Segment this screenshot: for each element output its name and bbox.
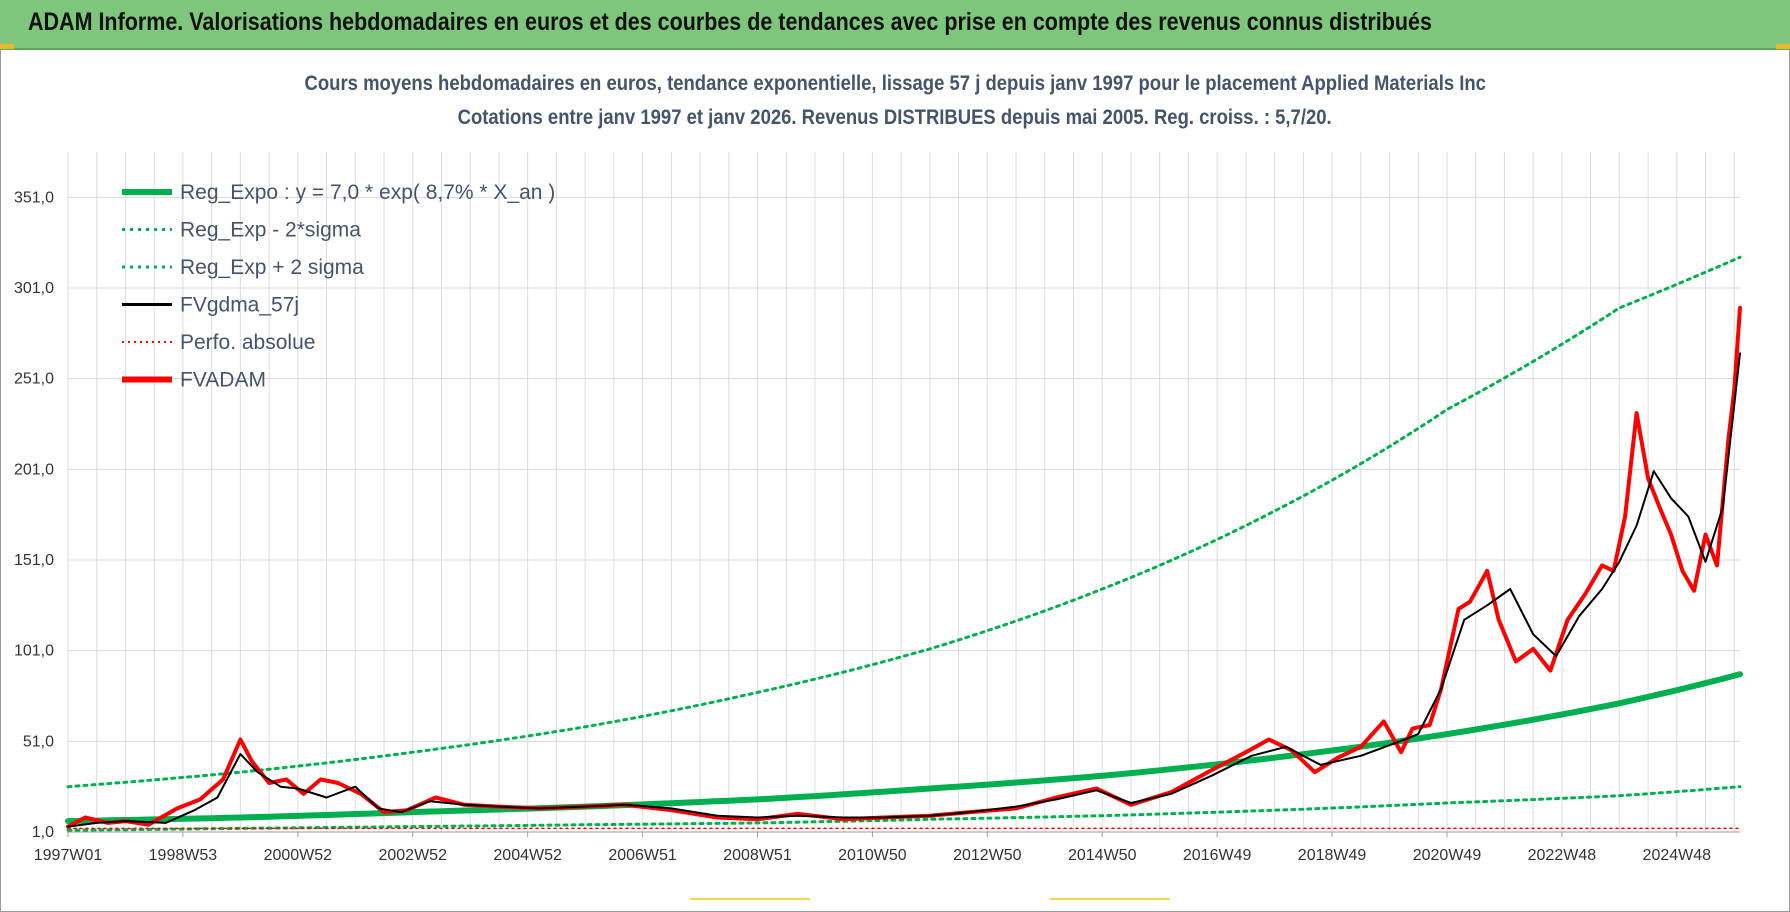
x-tick-label: 2022W48 (1528, 847, 1597, 864)
legend-label-fv: FVgdma_57j (180, 294, 299, 317)
legend-label-perfo: Perfo. absolue (180, 331, 315, 354)
grid-lines (67, 152, 1740, 833)
x-tick-label: 2006W51 (608, 847, 677, 864)
y-tick-label: 351,0 (14, 189, 54, 206)
legend-label-minus: Reg_Exp - 2*sigma (180, 219, 361, 242)
y-tick-label: 101,0 (14, 643, 54, 660)
chart-title-line2: Cotations entre janv 1997 et janv 2026. … (457, 106, 1333, 129)
y-axis-ticks: 1,0 51,0 101,0 151,0 201,0 251,0 301,0 351,0 (14, 189, 54, 841)
x-tick-label: 2012W50 (953, 847, 1022, 864)
bottom-marker (1050, 898, 1170, 900)
x-tick-label: 2008W51 (723, 847, 792, 864)
legend-label-plus: Reg_Exp + 2 sigma (180, 256, 364, 279)
corner-mark-right (1776, 44, 1790, 49)
chart-title-line1: Cours moyens hebdomadaires en euros, ten… (304, 72, 1486, 95)
legend-label-reg: Reg_Expo : y = 7,0 * exp( 8,7% * X_an ) (180, 181, 555, 204)
bottom-marker (690, 898, 810, 900)
x-tick-label: 2004W52 (493, 847, 562, 864)
series-reg-minus-2sigma (66, 785, 1742, 832)
x-tick-label: 2016W49 (1183, 847, 1252, 864)
x-tick-label: 2014W50 (1068, 847, 1137, 864)
corner-mark-left (0, 44, 14, 49)
legend-label-adam: FVADAM (180, 369, 266, 392)
x-tick-label: 2024W48 (1643, 847, 1712, 864)
y-tick-label: 1,0 (32, 824, 54, 841)
y-tick-label: 51,0 (23, 733, 54, 750)
banner-title: ADAM Informe. Valorisations hebdomadaire… (28, 8, 1432, 36)
y-tick-label: 151,0 (14, 552, 54, 569)
y-tick-label: 251,0 (14, 371, 54, 388)
y-tick-label: 201,0 (14, 461, 54, 478)
report-banner: ADAM Informe. Valorisations hebdomadaire… (0, 0, 1790, 50)
x-tick-label: 2000W52 (264, 847, 333, 864)
x-tick-label: 1998W53 (149, 847, 218, 864)
y-tick-label: 301,0 (14, 280, 54, 297)
x-axis-ticks: 1997W01 1998W53 2000W52 2002W52 2004W52 2006W… (34, 832, 1711, 864)
series-reg-expo (65, 671, 1743, 825)
series-reg-plus-2sigma (66, 255, 1742, 789)
x-tick-label: 2020W49 (1413, 847, 1482, 864)
x-tick-label: 2018W49 (1298, 847, 1367, 864)
x-tick-label: 2010W50 (838, 847, 907, 864)
legend: Reg_Expo : y = 7,0 * exp( 8,7% * X_an ) R… (122, 181, 555, 392)
series-layer (65, 255, 1743, 832)
x-tick-label: 1997W01 (34, 847, 103, 864)
x-tick-label: 2002W52 (378, 847, 447, 864)
series-fvgdma (67, 352, 1741, 828)
